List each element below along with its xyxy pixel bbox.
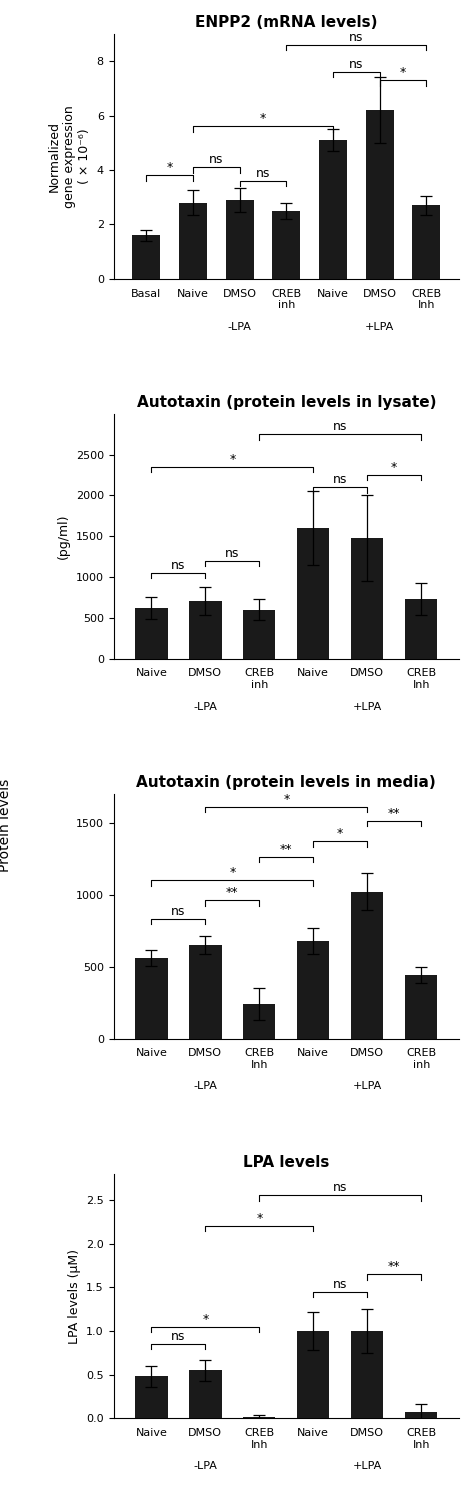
Text: **: ** — [226, 886, 238, 900]
Bar — [365, 110, 393, 280]
Text: *: * — [391, 461, 397, 474]
Bar — [351, 538, 383, 659]
Bar — [297, 1331, 329, 1419]
Bar — [189, 1371, 221, 1419]
Bar — [243, 1004, 275, 1038]
Text: ns: ns — [256, 167, 270, 180]
Text: +LPA: +LPA — [365, 321, 394, 332]
Bar — [351, 892, 383, 1038]
Bar — [297, 941, 329, 1038]
Bar — [189, 944, 221, 1038]
Text: -LPA: -LPA — [193, 1081, 217, 1091]
Text: *: * — [166, 162, 173, 174]
Text: *: * — [283, 793, 290, 806]
Text: ns: ns — [333, 473, 347, 486]
Bar — [243, 610, 275, 659]
Text: ns: ns — [209, 153, 223, 167]
Text: -LPA: -LPA — [193, 702, 217, 712]
Bar — [132, 235, 160, 280]
Text: -LPA: -LPA — [228, 321, 252, 332]
Text: ns: ns — [349, 31, 364, 43]
Bar — [226, 199, 254, 280]
Text: +LPA: +LPA — [353, 702, 382, 712]
Text: *: * — [400, 65, 406, 79]
Bar — [179, 202, 207, 280]
Text: -LPA: -LPA — [193, 1462, 217, 1471]
Y-axis label: Normalized
gene expression
( × 10⁻⁶): Normalized gene expression ( × 10⁻⁶) — [48, 106, 91, 208]
Y-axis label: (pg/ml): (pg/ml) — [57, 513, 70, 559]
Title: Autotaxin (protein levels in media): Autotaxin (protein levels in media) — [137, 775, 436, 790]
Bar — [243, 1417, 275, 1419]
Bar — [412, 205, 440, 280]
Text: *: * — [256, 1212, 263, 1225]
Text: +LPA: +LPA — [353, 1462, 382, 1471]
Bar — [135, 608, 167, 659]
Text: ns: ns — [349, 58, 364, 71]
Text: *: * — [202, 1313, 209, 1325]
Title: LPA levels: LPA levels — [243, 1154, 329, 1170]
Text: Protein levels: Protein levels — [0, 779, 12, 871]
Text: ns: ns — [171, 1329, 185, 1343]
Bar — [135, 958, 167, 1038]
Text: +LPA: +LPA — [353, 1081, 382, 1091]
Y-axis label: LPA levels (μM): LPA levels (μM) — [68, 1249, 81, 1344]
Bar — [135, 1377, 167, 1419]
Bar — [272, 211, 301, 280]
Text: ns: ns — [171, 906, 185, 917]
Bar — [405, 975, 438, 1038]
Bar — [405, 1413, 438, 1419]
Bar — [405, 599, 438, 659]
Text: **: ** — [388, 807, 401, 819]
Text: *: * — [337, 827, 343, 840]
Text: ns: ns — [333, 1181, 347, 1194]
Bar — [351, 1331, 383, 1419]
Bar — [189, 601, 221, 659]
Text: ns: ns — [333, 1277, 347, 1291]
Text: *: * — [229, 454, 236, 465]
Text: *: * — [260, 113, 266, 125]
Title: ENPP2 (mRNA levels): ENPP2 (mRNA levels) — [195, 15, 378, 30]
Text: ns: ns — [171, 559, 185, 572]
Text: ns: ns — [333, 421, 347, 433]
Text: *: * — [229, 865, 236, 879]
Bar — [319, 140, 347, 280]
Bar — [297, 528, 329, 659]
Title: Autotaxin (protein levels in lysate): Autotaxin (protein levels in lysate) — [137, 396, 436, 410]
Text: **: ** — [280, 843, 292, 857]
Text: **: ** — [388, 1259, 401, 1273]
Text: ns: ns — [225, 547, 239, 559]
